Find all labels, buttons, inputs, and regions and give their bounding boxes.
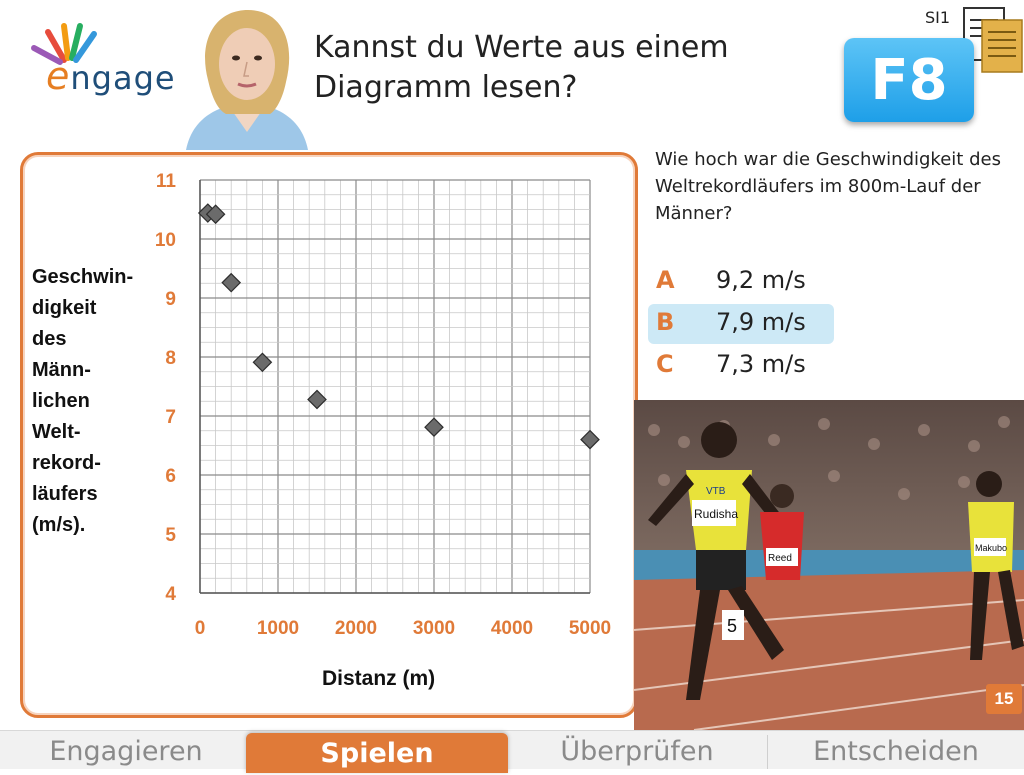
- runner-bib-1: Rudisha: [694, 507, 738, 521]
- title-line-1: Kannst du Werte aus einem: [314, 30, 729, 65]
- engage-logo: engage: [18, 12, 193, 98]
- runner-right: Makubo: [968, 471, 1024, 660]
- runner-reed: Reed: [760, 484, 804, 580]
- tab-divider: [767, 735, 768, 769]
- data-point-marker: [221, 272, 242, 293]
- page-number: 15: [986, 684, 1022, 714]
- logo-rays-graphic: [31, 23, 97, 65]
- runner-bib-2: Reed: [768, 553, 792, 564]
- y-tick-label: 9: [165, 289, 176, 310]
- answer-option-c[interactable]: C 7,3 m/s: [648, 346, 834, 386]
- y-axis-label-line: lichen: [32, 390, 90, 412]
- y-tick-label: 7: [165, 407, 176, 428]
- y-axis-label-line: Männ-: [32, 359, 91, 381]
- y-axis-label-line: des: [32, 328, 67, 350]
- lane-number: 5: [727, 616, 737, 636]
- data-point-marker: [424, 417, 444, 438]
- x-tick-label: 4000: [491, 618, 533, 639]
- page-title: Kannst du Werte aus einem Diagramm lesen…: [314, 28, 834, 108]
- data-point-marker: [205, 204, 226, 225]
- y-axis-label-line: Geschwin-: [32, 266, 134, 288]
- x-tick-label: 1000: [257, 618, 299, 639]
- answer-letter: A: [656, 266, 675, 294]
- worksheet-documents-icon[interactable]: [962, 6, 1024, 74]
- title-line-2: Diagramm lesen?: [314, 70, 578, 105]
- race-photo-illustration: Rudisha VTB Reed Makubo 5: [634, 400, 1024, 730]
- x-tick-label: 0: [195, 618, 206, 639]
- y-tick-label: 4: [165, 584, 176, 605]
- y-tick-label: 10: [155, 230, 176, 251]
- y-tick-label: 6: [165, 466, 176, 487]
- x-tick-label: 3000: [413, 618, 455, 639]
- y-axis-label-line: digkeit: [32, 297, 97, 319]
- runners-photo: Rudisha VTB Reed Makubo 5: [634, 400, 1024, 730]
- answer-letter: B: [656, 308, 675, 336]
- logo-wordmark: engage: [46, 54, 176, 98]
- x-tick-label: 5000: [569, 618, 611, 639]
- y-axis-label-line: Welt-: [32, 421, 81, 443]
- answer-option-b[interactable]: B 7,9 m/s: [648, 304, 834, 344]
- y-axis-label-line: läufers: [32, 483, 98, 505]
- level-label: SI1: [925, 8, 951, 27]
- scatter-chart: 4 5 6 7 8 9 10 11 0 1000 2000 3000 4000 5000: [155, 171, 611, 639]
- answer-value: 7,9 m/s: [716, 308, 806, 336]
- data-point-marker: [252, 352, 273, 373]
- answer-value: 9,2 m/s: [716, 266, 806, 294]
- tab-entscheiden[interactable]: Entscheiden: [813, 736, 979, 767]
- runner-bib-3: Makubo: [975, 543, 1007, 553]
- y-tick-label: 5: [165, 525, 176, 546]
- data-point-marker: [580, 429, 600, 450]
- tab-spielen[interactable]: Spielen: [246, 733, 508, 773]
- answer-letter: C: [656, 350, 674, 378]
- exercise-badge: F8: [844, 38, 974, 122]
- y-tick-label: 8: [165, 348, 176, 369]
- answer-value: 7,3 m/s: [716, 350, 806, 378]
- runner-rudisha: Rudisha VTB: [648, 422, 788, 700]
- tab-engagieren[interactable]: Engagieren: [49, 736, 203, 767]
- bottom-tab-bar: Engagieren Spielen Überprüfen Entscheide…: [0, 730, 1024, 773]
- presenter-avatar: [178, 2, 316, 150]
- x-axis-label: Distanz (m): [322, 667, 436, 690]
- logo-initial: e: [46, 54, 71, 98]
- logo-name: ngage: [70, 59, 176, 97]
- y-axis-label-line: rekord-: [32, 452, 101, 474]
- y-axis-label-line: (m/s).: [32, 514, 86, 536]
- x-tick-label: 2000: [335, 618, 377, 639]
- data-point-marker: [307, 389, 327, 410]
- y-axis-label: Geschwin-digkeit des Männ-lichen Welt-rekor…: [32, 262, 162, 541]
- answer-option-a[interactable]: A 9,2 m/s: [648, 262, 834, 302]
- sponsor-mark: VTB: [706, 486, 726, 497]
- y-tick-label: 11: [156, 171, 177, 192]
- question-text: Wie hoch war die Geschwindigkeit des Wel…: [655, 149, 1001, 224]
- tab-ueberpruefen[interactable]: Überprüfen: [560, 736, 714, 767]
